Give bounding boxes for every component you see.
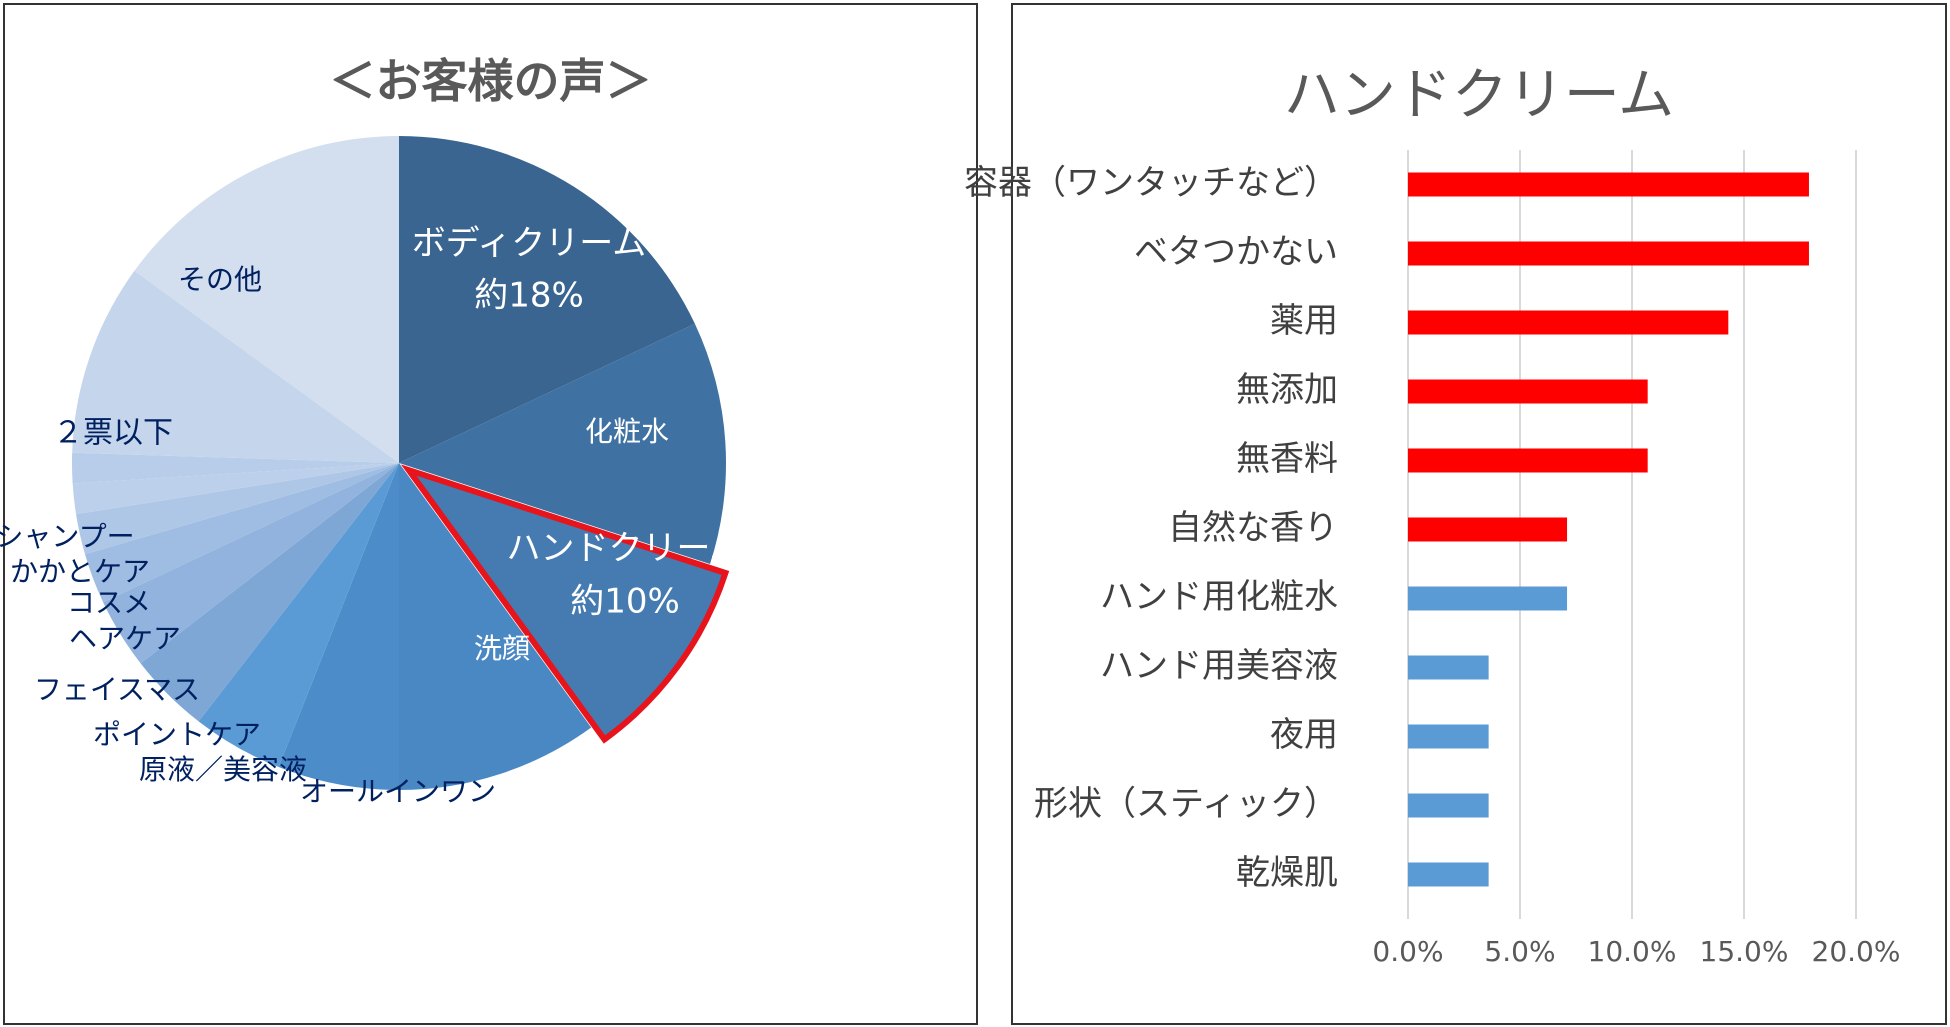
pie-slice-6 — [140, 463, 399, 722]
bar-10 — [1408, 862, 1489, 887]
pie-label-12: ２票以下 — [53, 416, 173, 451]
pie-label-2: ハンドクリーム — [507, 529, 744, 569]
pie-slice-13 — [134, 136, 399, 463]
pie-label-3: 洗顔 — [474, 632, 530, 665]
category-label-5: 自然な香り — [1168, 508, 1338, 548]
pie-label-6: ポイントケア — [93, 718, 261, 751]
pie-slice-1 — [399, 323, 727, 565]
category-label-7: ハンド用美容液 — [1100, 646, 1338, 686]
bar-8 — [1408, 724, 1489, 749]
pie-highlight-outline — [400, 464, 730, 744]
x-tick-label-1: 5.0% — [1484, 935, 1555, 968]
pie-slice-3 — [399, 463, 592, 790]
bar-6 — [1408, 586, 1568, 611]
bar-9 — [1408, 793, 1489, 818]
bar-5 — [1408, 517, 1568, 542]
bar-4 — [1408, 448, 1648, 473]
category-label-0: 容器（ワンタッチなど） — [964, 163, 1338, 203]
pie-label-9: コスメ — [67, 586, 151, 619]
x-tick-label-2: 10.0% — [1588, 935, 1677, 968]
bar-chart-panel: ハンドクリーム 0.0% 5.0% 10.0% 15.0% 20.0% 容器（ワンタッチな… — [964, 3, 1947, 1025]
category-label-2: 薬用 — [1270, 301, 1338, 341]
pie-label-7: フェイスマス — [34, 673, 200, 706]
category-label-3: 無添加 — [1236, 370, 1338, 410]
category-label-10: 乾燥肌 — [1236, 853, 1338, 893]
category-label-4: 無香料 — [1236, 439, 1338, 479]
pie-slice-11 — [72, 452, 399, 484]
pie-slice-2 — [408, 470, 726, 740]
category-label-9: 形状（スティック） — [1034, 784, 1338, 824]
pie-chart-panel: ＜お客様の声＞ ボディクリーム 約18% 化粧水ハンドクリーム 約10% 洗顔オールイン… — [0, 3, 978, 1025]
pie-slice-0 — [399, 136, 695, 463]
pie-label-1: 化粧水 — [585, 415, 669, 448]
bar-chart: 0.0% 5.0% 10.0% 15.0% 20.0% 容器（ワンタッチなど） ベタつかない… — [964, 150, 1901, 968]
pie-label-8: ヘアケア — [69, 622, 181, 655]
pie-value-label-2: 約10% — [570, 582, 680, 622]
pie-slice-9 — [76, 463, 399, 555]
pie-label-4: オールインワン — [300, 775, 496, 808]
pie-slice-5 — [198, 463, 399, 768]
x-tick-label-3: 15.0% — [1700, 935, 1789, 968]
pie-chart-title: ＜お客様の声＞ — [329, 54, 652, 108]
pie-value-label-0: 約18% — [474, 276, 584, 316]
category-label-1: ベタつかない — [1134, 232, 1338, 272]
pie-slice-4 — [278, 463, 399, 790]
pie-label-5: 原液／美容液 — [139, 753, 307, 786]
pie-slice-12 — [72, 270, 399, 463]
category-label-6: ハンド用化粧水 — [1100, 577, 1338, 617]
pie-label-0: ボディクリーム — [412, 224, 647, 264]
pie-label-10: かかとケア — [10, 555, 150, 588]
bar-2 — [1408, 310, 1729, 335]
bar-0 — [1408, 172, 1809, 197]
x-tick-label-0: 0.0% — [1372, 935, 1443, 968]
x-tick-label-4: 20.0% — [1812, 935, 1901, 968]
bar-1 — [1408, 241, 1809, 266]
pie-label-13: その他 — [178, 263, 262, 296]
pie-slice-7 — [103, 463, 400, 664]
pie-label-11: シャンプー — [0, 520, 135, 553]
pie-slice-8 — [84, 463, 399, 603]
bar-7 — [1408, 655, 1489, 680]
bar-3 — [1408, 379, 1648, 404]
category-label-8: 夜用 — [1270, 715, 1338, 755]
pie-slice-10 — [72, 463, 400, 515]
bar-chart-title: ハンドクリーム — [1283, 63, 1675, 128]
